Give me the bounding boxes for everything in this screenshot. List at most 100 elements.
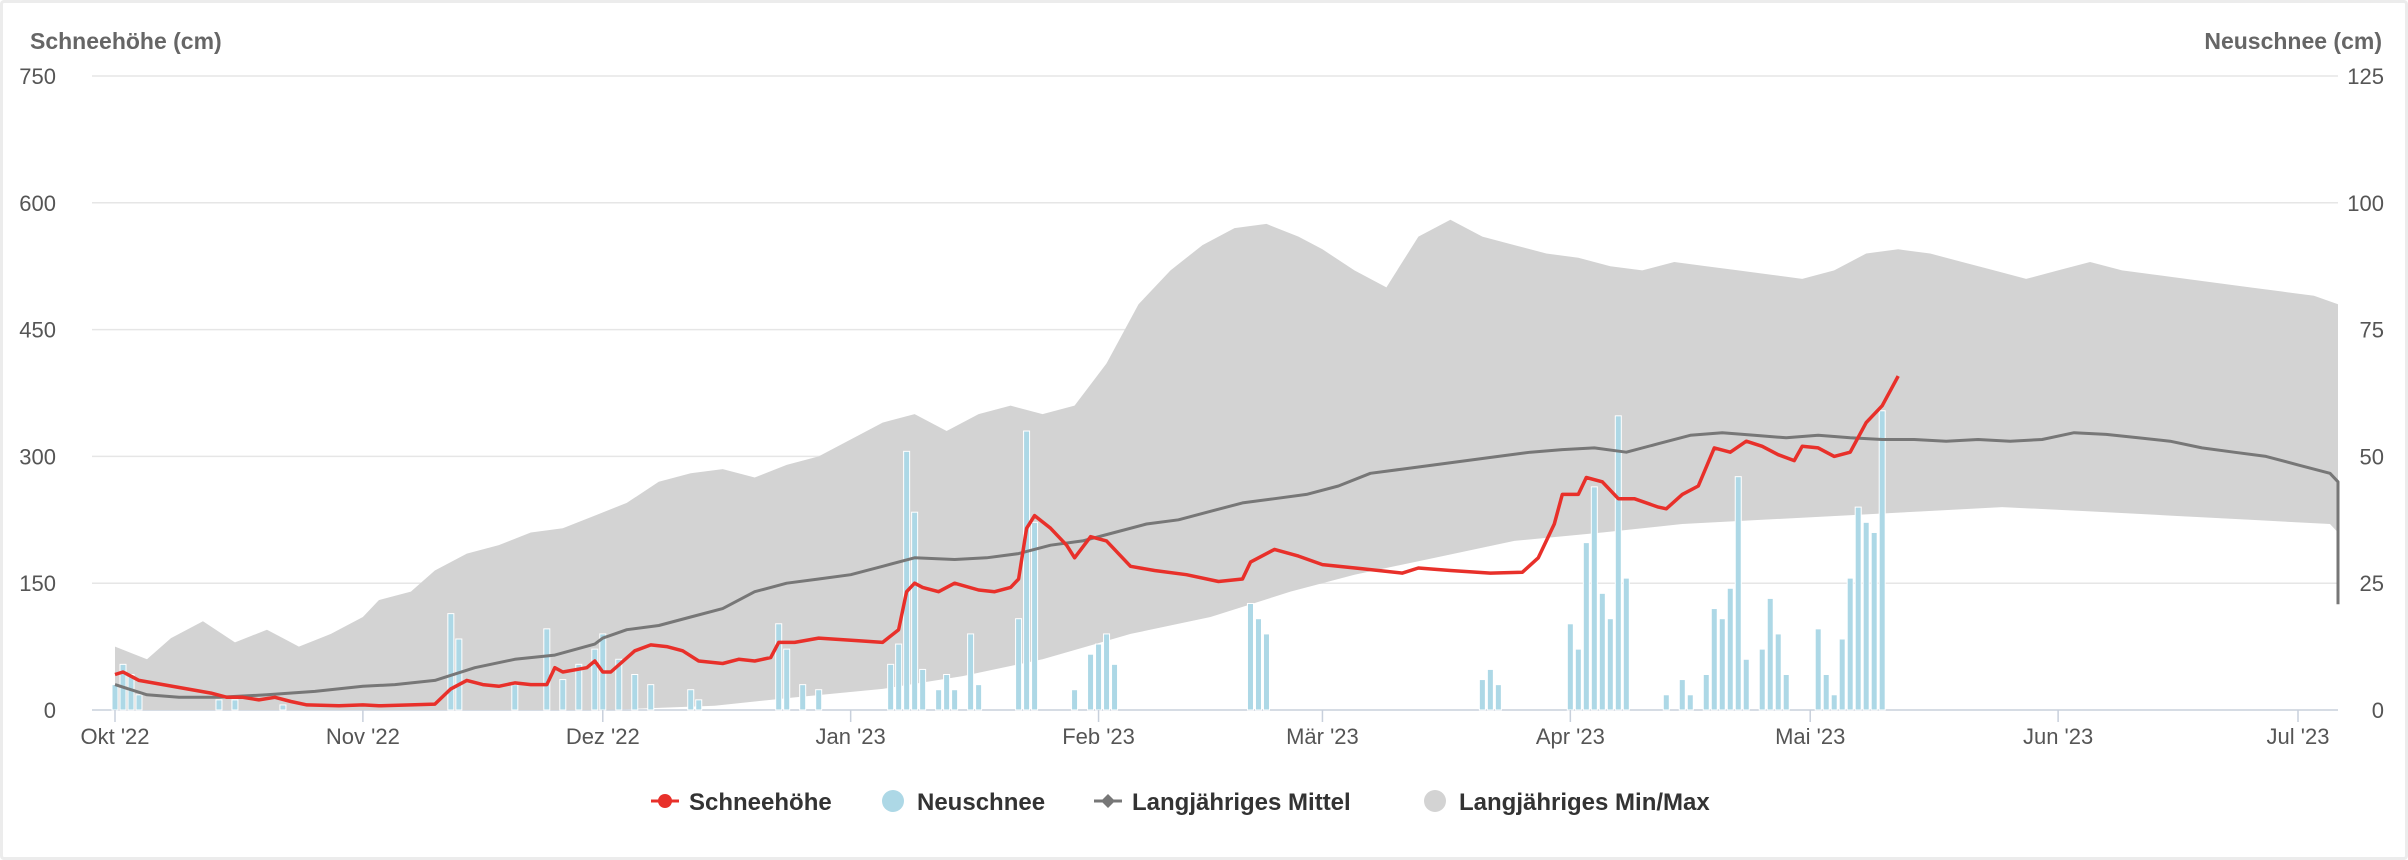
neuschnee-bar bbox=[615, 658, 623, 711]
left-tick-label: 750 bbox=[19, 64, 56, 89]
neuschnee-bar bbox=[127, 673, 135, 711]
neuschnee-bar bbox=[1758, 648, 1766, 711]
neuschnee-bar bbox=[647, 684, 655, 711]
neuschnee-bar bbox=[111, 684, 119, 711]
neuschnee-bar bbox=[1870, 531, 1878, 711]
neuschnee-bar bbox=[575, 663, 583, 711]
legend-diamond-icon bbox=[1101, 794, 1115, 808]
neuschnee-bar bbox=[943, 673, 951, 711]
neuschnee-bar bbox=[1111, 663, 1119, 711]
neuschnee-bar bbox=[135, 694, 143, 711]
neuschnee-bar bbox=[1095, 643, 1103, 711]
neuschnee-bar bbox=[1031, 521, 1039, 711]
legend-label: Neuschnee bbox=[917, 789, 1045, 816]
neuschnee-bar bbox=[911, 511, 919, 711]
right-tick-label: 75 bbox=[2360, 318, 2384, 343]
neuschnee-bar bbox=[1486, 668, 1494, 711]
x-tick-label: Mär '23 bbox=[1286, 724, 1359, 749]
neuschnee-bar bbox=[631, 673, 639, 711]
neuschnee-bar bbox=[1606, 618, 1614, 711]
neuschnee-bar bbox=[1574, 648, 1582, 711]
neuschnee-bar bbox=[1262, 633, 1270, 711]
neuschnee-bar bbox=[1814, 628, 1822, 711]
neuschnee-bar bbox=[231, 699, 239, 711]
neuschnee-bar bbox=[1023, 430, 1031, 711]
neuschnee-bar bbox=[1254, 618, 1262, 711]
x-tick-label: Jun '23 bbox=[2023, 724, 2093, 749]
neuschnee-bar bbox=[1015, 618, 1023, 711]
right-tick-label: 125 bbox=[2347, 64, 2384, 89]
x-tick-label: Feb '23 bbox=[1062, 724, 1135, 749]
neuschnee-bar bbox=[887, 663, 895, 711]
left-tick-label: 150 bbox=[19, 571, 56, 596]
neuschnee-bar bbox=[447, 613, 455, 711]
neuschnee-bar bbox=[1246, 602, 1254, 711]
neuschnee-bar bbox=[1478, 679, 1486, 711]
left-axis-title: Schneehöhe (cm) bbox=[30, 28, 222, 54]
neuschnee-bar bbox=[1582, 542, 1590, 711]
legend-dot-icon bbox=[658, 794, 672, 808]
neuschnee-bar bbox=[799, 684, 807, 711]
neuschnee-bar bbox=[687, 689, 695, 711]
neuschnee-bar bbox=[775, 623, 783, 711]
neuschnee-bar bbox=[815, 689, 823, 711]
neuschnee-bar bbox=[935, 689, 943, 711]
neuschnee-bar bbox=[1854, 506, 1862, 711]
neuschnee-bar bbox=[215, 699, 223, 711]
neuschnee-bar bbox=[543, 628, 551, 711]
neuschnee-bar bbox=[1838, 638, 1846, 711]
neuschnee-bar bbox=[1686, 694, 1694, 711]
neuschnee-bar bbox=[279, 704, 287, 711]
neuschnee-bar bbox=[1878, 410, 1886, 711]
neuschnee-bar bbox=[1742, 658, 1750, 711]
right-tick-label: 100 bbox=[2347, 191, 2384, 216]
neuschnee-bar bbox=[1782, 673, 1790, 711]
x-tick-label: Okt '22 bbox=[80, 724, 149, 749]
neuschnee-bar bbox=[1822, 673, 1830, 711]
neuschnee-bar bbox=[1087, 653, 1095, 711]
schneehoehe-line bbox=[114, 375, 1900, 708]
neuschnee-bar bbox=[1678, 679, 1686, 711]
legend-dot-icon bbox=[1424, 790, 1446, 812]
left-tick-label: 0 bbox=[44, 698, 56, 723]
left-tick-label: 300 bbox=[19, 444, 56, 469]
neuschnee-bar bbox=[1718, 618, 1726, 711]
neuschnee-bar bbox=[1622, 577, 1630, 711]
neuschnee-bar bbox=[1726, 587, 1734, 711]
minmax-area bbox=[115, 219, 2338, 710]
x-tick-label: Jul '23 bbox=[2267, 724, 2330, 749]
neuschnee-bar bbox=[1734, 476, 1742, 711]
neuschnee-bar bbox=[1702, 673, 1710, 711]
legend-label: Langjähriges Min/Max bbox=[1459, 789, 1710, 816]
neuschnee-bar bbox=[1590, 486, 1598, 711]
neuschnee-bar bbox=[1766, 597, 1774, 711]
right-tick-label: 50 bbox=[2360, 444, 2384, 469]
right-tick-label: 0 bbox=[2372, 698, 2384, 723]
right-axis-title: Neuschnee (cm) bbox=[2204, 28, 2382, 54]
neuschnee-bar bbox=[1710, 608, 1718, 711]
neuschnee-bar bbox=[1862, 521, 1870, 711]
neuschnee-bar bbox=[1598, 592, 1606, 711]
neuschnee-bar bbox=[1830, 694, 1838, 711]
x-tick-label: Mai '23 bbox=[1775, 724, 1845, 749]
neuschnee-bar bbox=[1566, 623, 1574, 711]
neuschnee-bar bbox=[975, 684, 983, 711]
x-tick-label: Nov '22 bbox=[326, 724, 400, 749]
neuschnee-bar bbox=[967, 633, 975, 711]
neuschnee-bar bbox=[591, 648, 599, 711]
neuschnee-bar bbox=[511, 684, 519, 711]
neuschnee-bar bbox=[919, 668, 927, 711]
neuschnee-bar bbox=[1846, 577, 1854, 711]
mittel-line bbox=[114, 431, 2340, 699]
neuschnee-bar bbox=[1614, 415, 1622, 711]
x-tick-label: Apr '23 bbox=[1536, 724, 1605, 749]
neuschnee-bar bbox=[1662, 694, 1670, 711]
x-tick-label: Jan '23 bbox=[816, 724, 886, 749]
neuschnee-bar bbox=[559, 679, 567, 711]
neuschnee-bar bbox=[695, 699, 703, 711]
neuschnee-bar bbox=[783, 648, 791, 711]
legend-dot-icon bbox=[882, 790, 904, 812]
neuschnee-bar bbox=[951, 689, 959, 711]
neuschnee-bar bbox=[1494, 684, 1502, 711]
